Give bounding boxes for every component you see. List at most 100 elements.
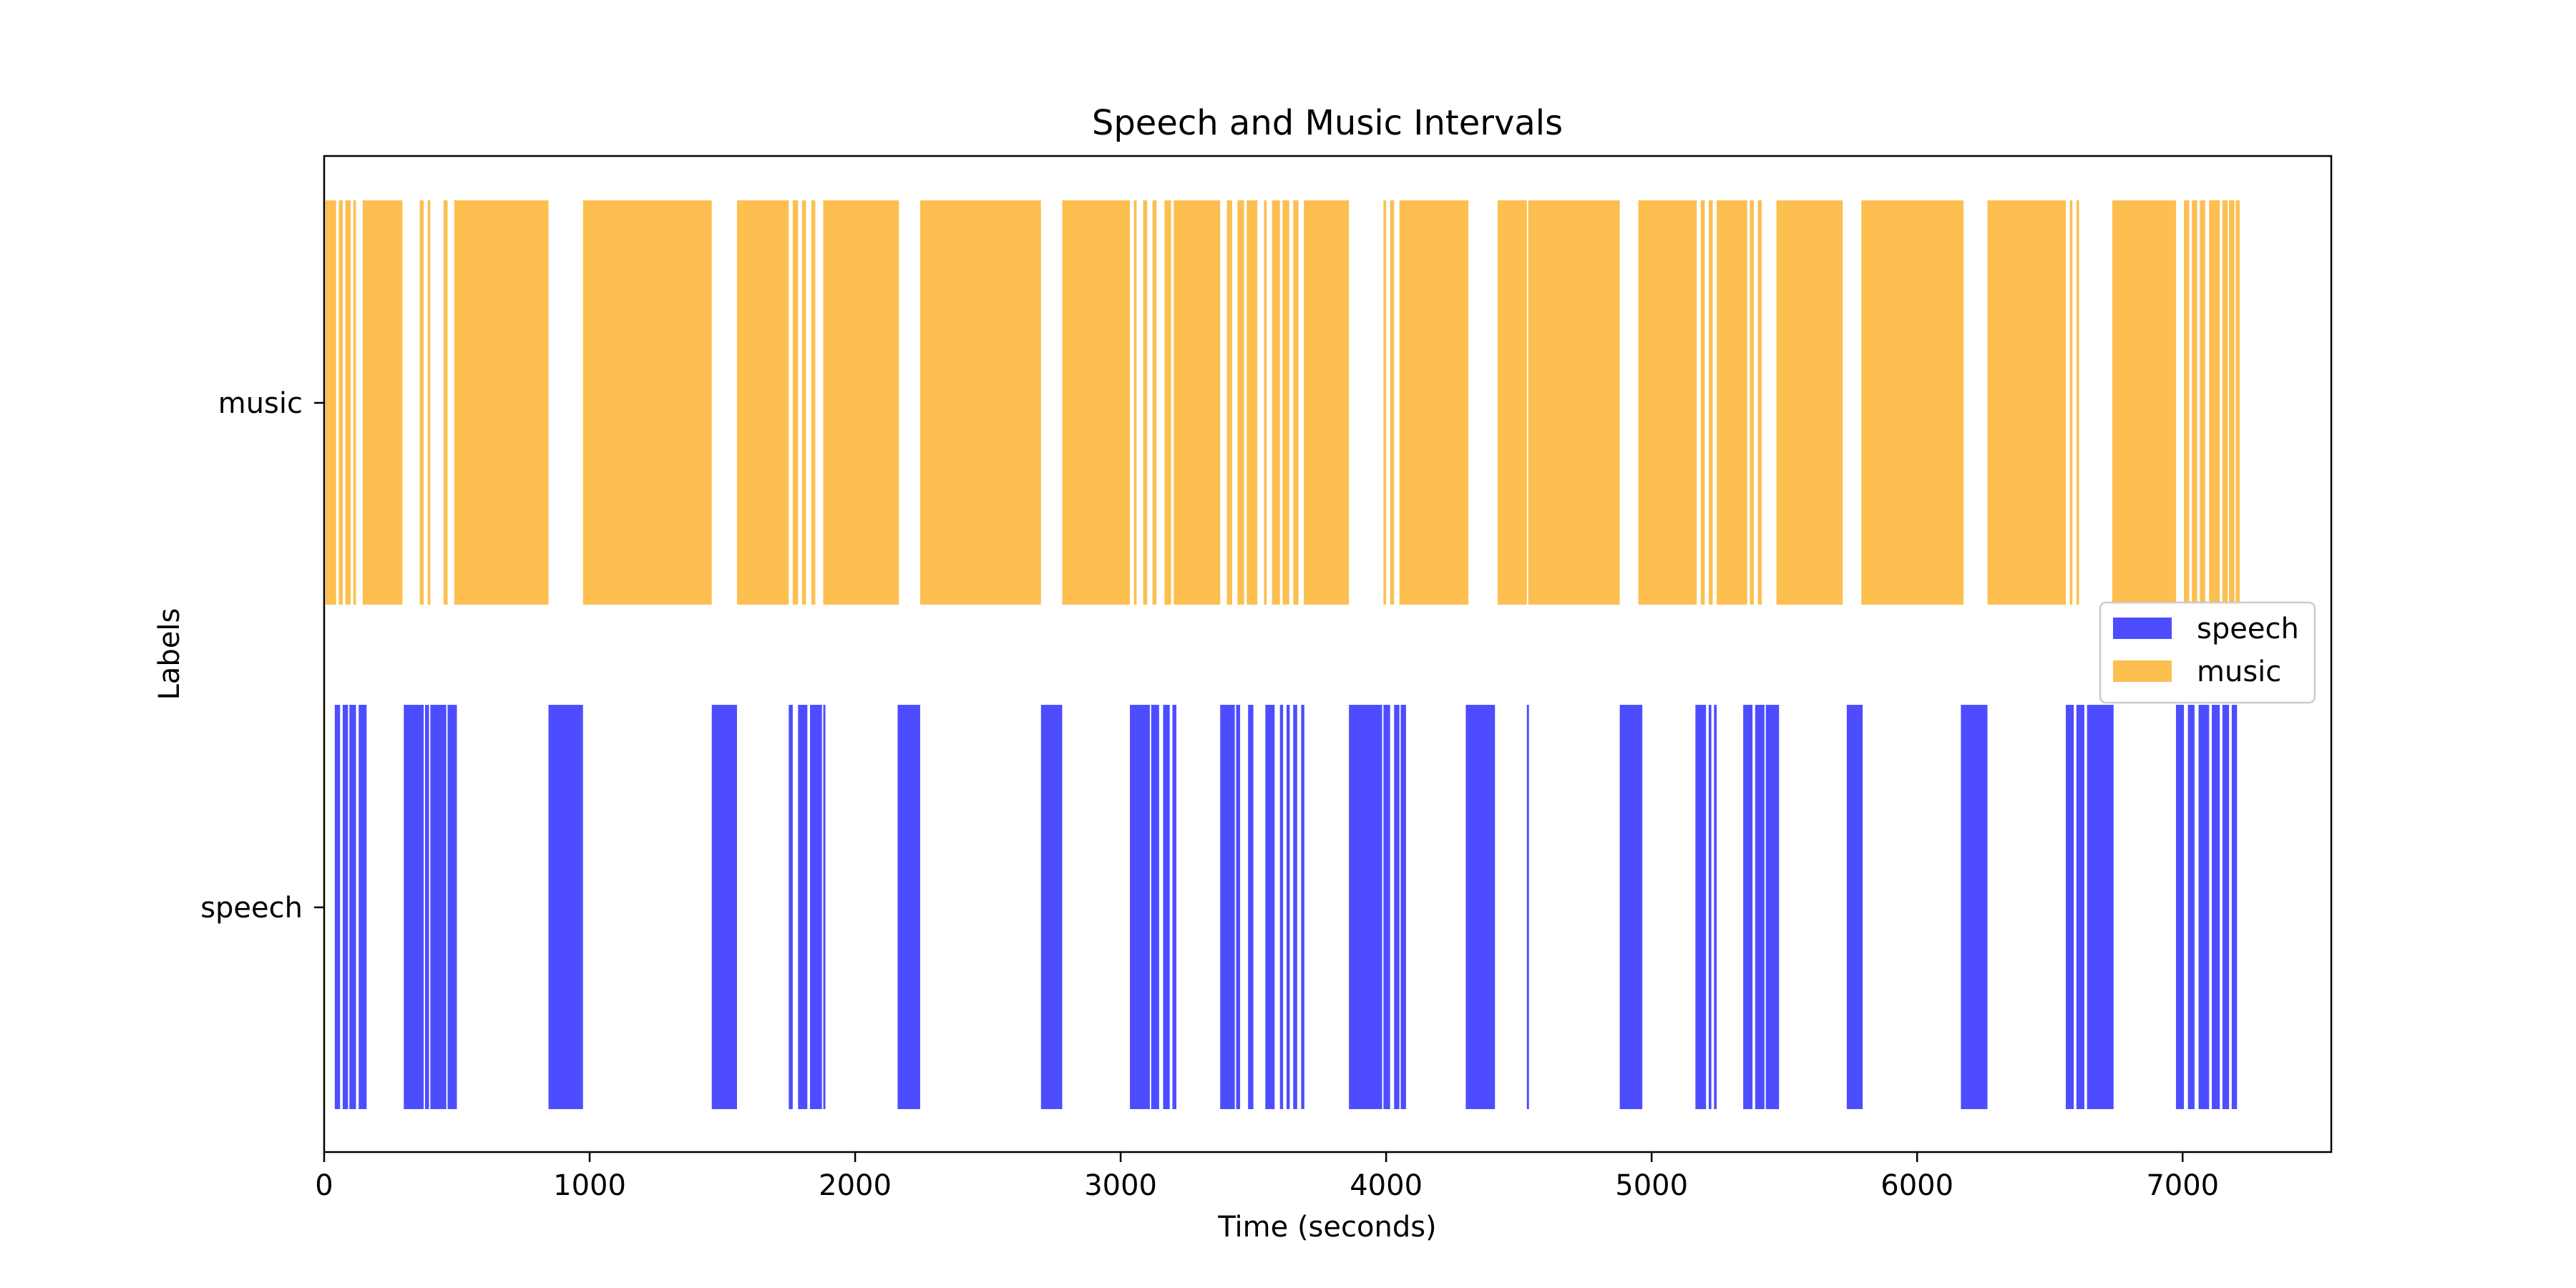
music-interval-26 (1272, 200, 1280, 605)
music-interval-46 (2112, 200, 2176, 605)
speech-interval-33 (1526, 705, 1529, 1109)
music-interval-35 (1638, 200, 1697, 605)
x-tick-label-1: 1000 (553, 1169, 626, 1202)
speech-interval-27 (1301, 705, 1304, 1109)
speech-interval-30 (1394, 705, 1400, 1109)
speech-interval-39 (1755, 705, 1765, 1109)
music-interval-10 (736, 200, 789, 605)
speech-interval-42 (1961, 705, 1988, 1109)
speech-interval-19 (1172, 705, 1177, 1109)
music-interval-18 (1143, 200, 1148, 605)
speech-interval-25 (1286, 705, 1290, 1109)
speech-interval-29 (1383, 705, 1390, 1109)
music-interval-4 (362, 200, 403, 605)
music-interval-5 (419, 200, 424, 605)
x-axis-ticks: 0 1000 2000 3000 4000 5000 6000 7000 (315, 1152, 2219, 1202)
music-interval-32 (1399, 200, 1469, 605)
x-tick-label-5: 5000 (1615, 1169, 1688, 1202)
music-interval-47 (2184, 200, 2190, 605)
speech-interval-45 (2087, 705, 2114, 1109)
music-interval-19 (1152, 200, 1157, 605)
music-interval-15 (919, 200, 1041, 605)
music-interval-27 (1282, 200, 1289, 605)
speech-interval-47 (2187, 705, 2195, 1109)
music-interval-17 (1133, 200, 1137, 605)
music-interval-40 (1757, 200, 1762, 605)
music-interval-30 (1383, 200, 1387, 605)
music-interval-13 (811, 200, 816, 605)
speech-interval-37 (1714, 705, 1717, 1109)
speech-interval-5 (424, 705, 429, 1109)
speech-interval-4 (404, 705, 424, 1109)
y-axis-ticks: music speech (200, 387, 324, 924)
speech-interval-50 (2222, 705, 2230, 1109)
speech-interval-9 (711, 705, 737, 1109)
plot-frame (323, 155, 2333, 1153)
speech-interval-26 (1293, 705, 1297, 1109)
music-interval-7 (443, 200, 448, 605)
legend-label-music: music (2197, 655, 2281, 688)
speech-interval-46 (2175, 705, 2185, 1109)
speech-interval-10 (789, 705, 793, 1109)
music-interval-31 (1390, 200, 1395, 605)
music-interval-52 (2229, 200, 2235, 605)
speech-interval-3 (358, 705, 367, 1109)
speech-interval-1 (342, 705, 348, 1109)
music-interval-12 (801, 200, 806, 605)
music-interval-49 (2200, 200, 2205, 605)
music-interval-1 (338, 200, 343, 605)
music-interval-45 (2076, 200, 2079, 605)
music-interval-33 (1497, 200, 1527, 605)
speech-interval-18 (1163, 705, 1170, 1109)
speech-interval-43 (2065, 705, 2074, 1109)
speech-interval-12 (809, 705, 822, 1109)
music-interval-16 (1062, 200, 1131, 605)
music-interval-37 (1708, 200, 1713, 605)
music-interval-28 (1293, 200, 1299, 605)
y-tick-label-speech: speech (200, 892, 303, 924)
music-interval-0 (325, 200, 336, 605)
music-interval-14 (823, 200, 899, 605)
legend: speech music (2099, 601, 2316, 704)
legend-swatch-music (2113, 660, 2172, 682)
music-interval-34 (1528, 200, 1620, 605)
music-interval-3 (353, 200, 356, 605)
speech-interval-48 (2198, 705, 2210, 1109)
speech-interval-22 (1248, 705, 1254, 1109)
music-interval-21 (1174, 200, 1221, 605)
speech-interval-6 (430, 705, 447, 1109)
music-interval-9 (582, 200, 712, 605)
speech-interval-28 (1349, 705, 1382, 1109)
speech-interval-51 (2231, 705, 2238, 1109)
music-interval-11 (792, 200, 799, 605)
speech-interval-7 (447, 705, 457, 1109)
x-tick-label-7: 7000 (2146, 1169, 2219, 1202)
music-interval-50 (2209, 200, 2220, 605)
speech-interval-40 (1765, 705, 1780, 1109)
speech-interval-24 (1279, 705, 1284, 1109)
speech-series (334, 705, 2238, 1109)
y-tick-label-music: music (218, 387, 303, 420)
speech-interval-34 (1619, 705, 1643, 1109)
speech-interval-16 (1130, 705, 1150, 1109)
speech-interval-2 (349, 705, 356, 1109)
x-axis-label: Time (seconds) (1217, 1211, 1436, 1244)
music-interval-6 (427, 200, 431, 605)
music-interval-23 (1237, 200, 1244, 605)
music-series (325, 200, 2240, 605)
y-axis-label: Labels (153, 608, 186, 701)
speech-interval-14 (897, 705, 920, 1109)
x-tick-label-0: 0 (315, 1169, 333, 1202)
music-interval-24 (1246, 200, 1258, 605)
speech-interval-41 (1846, 705, 1863, 1109)
speech-interval-23 (1265, 705, 1275, 1109)
speech-interval-20 (1220, 705, 1235, 1109)
speech-interval-32 (1465, 705, 1496, 1109)
speech-interval-35 (1695, 705, 1707, 1109)
music-interval-25 (1264, 200, 1267, 605)
x-tick-label-4: 4000 (1350, 1169, 1423, 1202)
music-interval-43 (1987, 200, 2066, 605)
music-interval-48 (2192, 200, 2197, 605)
music-interval-20 (1164, 200, 1171, 605)
